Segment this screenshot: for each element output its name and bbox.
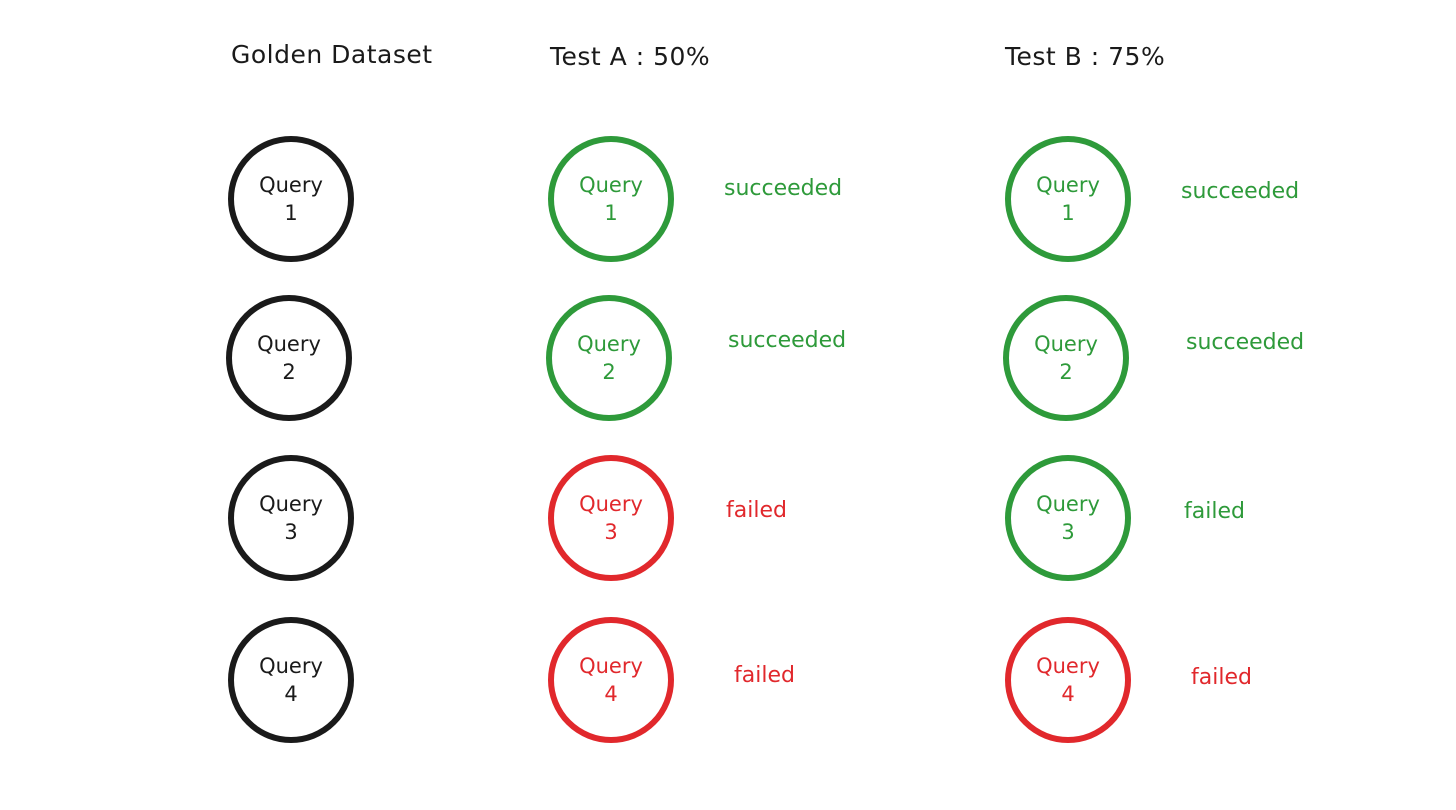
golden-query-1-circle: Query 1 [228,136,354,262]
query-number: 4 [1061,682,1075,706]
test-a-query-2-status: succeeded [728,328,847,353]
golden-query-3-circle: Query 3 [228,455,354,581]
query-number: 1 [1061,201,1075,225]
test-a-query-2-circle: Query 2 [546,295,672,421]
query-label: Query [259,173,323,197]
query-label: Query [1036,654,1100,678]
query-number: 2 [602,360,616,384]
test-a-query-3-circle: Query 3 [548,455,674,581]
test-b-query-3-circle: Query 3 [1005,455,1131,581]
test-b-query-4-status: failed [1191,665,1252,690]
query-label: Query [579,654,643,678]
query-label: Query [1036,492,1100,516]
test-a-query-4-status: failed [734,663,795,688]
query-number: 3 [284,520,298,544]
query-label: Query [1036,173,1100,197]
query-number: 3 [604,520,618,544]
test-b-query-2-circle: Query 2 [1003,295,1129,421]
query-label: Query [259,654,323,678]
query-number: 3 [1061,520,1075,544]
query-label: Query [579,173,643,197]
golden-dataset-title: Golden Dataset [231,40,433,69]
query-label: Query [259,492,323,516]
test-b-title: Test B : 75% [1005,42,1166,71]
golden-query-2-circle: Query 2 [226,295,352,421]
test-b-query-2-status: succeeded [1186,330,1305,355]
query-label: Query [577,332,641,356]
test-b-query-4-circle: Query 4 [1005,617,1131,743]
query-number: 2 [282,360,296,384]
query-number: 2 [1059,360,1073,384]
query-number: 4 [604,682,618,706]
query-label: Query [579,492,643,516]
query-number: 1 [284,201,298,225]
query-label: Query [257,332,321,356]
query-number: 1 [604,201,618,225]
test-a-query-1-status: succeeded [724,176,843,201]
test-a-query-3-status: failed [726,498,787,523]
query-label: Query [1034,332,1098,356]
test-a-query-4-circle: Query 4 [548,617,674,743]
test-b-query-3-status: failed [1184,499,1245,524]
query-number: 4 [284,682,298,706]
test-a-title: Test A : 50% [550,42,711,71]
test-b-query-1-circle: Query 1 [1005,136,1131,262]
golden-query-4-circle: Query 4 [228,617,354,743]
test-a-query-1-circle: Query 1 [548,136,674,262]
test-b-query-1-status: succeeded [1181,179,1300,204]
